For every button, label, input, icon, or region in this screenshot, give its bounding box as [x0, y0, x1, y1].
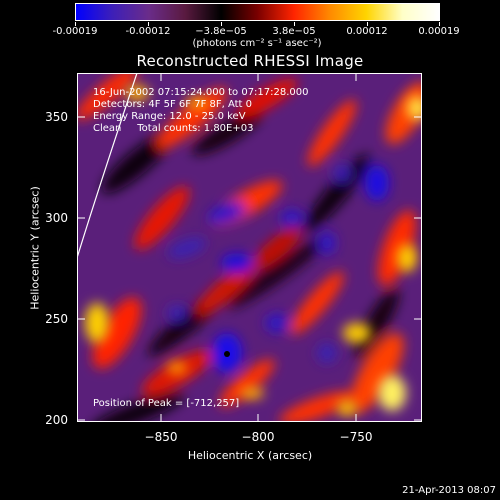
colorbar-tick — [148, 22, 149, 26]
colorbar-tick — [75, 22, 76, 26]
y-axis-label: Heliocentric Y (arcsec) — [28, 186, 42, 310]
energy-range-label: Energy Range: 12.0 - 25.0 keV — [93, 111, 246, 122]
colorbar-units: (photons cm⁻² s⁻¹ asec⁻²) — [192, 38, 322, 49]
colorbar-tick — [439, 22, 440, 26]
peak-marker — [224, 351, 230, 357]
timestamp: 21-Apr-2013 08:07 — [402, 485, 496, 496]
x-tick-label: −800 — [241, 430, 275, 444]
y-tick-label: 300 — [45, 211, 68, 225]
plot-title: Reconstructed RHESSI Image — [136, 52, 364, 70]
colorbar-label: -0.00012 — [125, 26, 171, 37]
rhessi-image — [77, 73, 422, 422]
detectors-label: Detectors: 4F 5F 6F 7F 8F, Att 0 — [93, 99, 253, 110]
colorbar — [75, 3, 440, 21]
colorbar-tick — [294, 22, 295, 26]
colorbar-label: -0.00019 — [52, 26, 98, 37]
x-tick-label: −750 — [339, 430, 373, 444]
y-tick-label: 350 — [45, 110, 68, 124]
colorbar-label: 0.00019 — [418, 26, 460, 37]
y-tick-label: 250 — [45, 312, 68, 326]
x-axis-label: Heliocentric X (arcsec) — [187, 449, 313, 462]
peak-position-label: Position of Peak = [-712,257] — [93, 398, 240, 409]
y-tick-label: 200 — [45, 413, 68, 427]
x-tick-label: −850 — [144, 430, 178, 444]
colorbar-label: −3.8e−05 — [195, 26, 247, 37]
clean-counts-label: Clean Total counts: 1.80E+03 — [93, 123, 254, 134]
time-range-label: 16-Jun-2002 07:15:24.000 to 07:17:28.000 — [93, 87, 309, 98]
colorbar-label: 3.8e−05 — [272, 26, 316, 37]
colorbar-label: 0.00012 — [346, 26, 388, 37]
colorbar-tick — [221, 22, 222, 26]
colorbar-tick — [367, 22, 368, 26]
solar-limb — [77, 73, 138, 259]
